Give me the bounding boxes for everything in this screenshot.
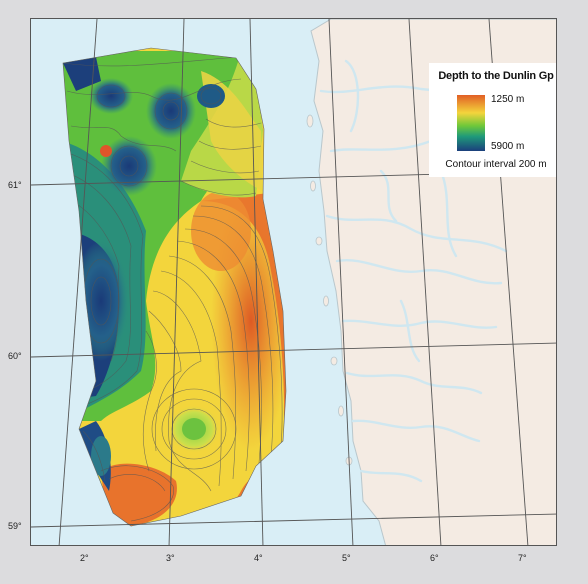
lon-label-4: 4° (254, 553, 263, 563)
map-canvas (31, 19, 556, 545)
lon-label-2: 2° (80, 553, 89, 563)
lon-label-6: 6° (430, 553, 439, 563)
islands (306, 114, 353, 466)
legend-min-label: 1250 m (491, 94, 525, 105)
legend-title: Depth to the Dunlin Gp (438, 70, 554, 82)
lon-label-3: 3° (166, 553, 175, 563)
legend-max-label: 5900 m (491, 141, 525, 152)
survey-outline (62, 47, 287, 527)
map-frame: Depth to the Dunlin Gp 1250 m 5900 m Con… (30, 18, 557, 546)
legend-color-bar (457, 95, 485, 151)
lon-label-7: 7° (518, 553, 527, 563)
legend: Depth to the Dunlin Gp 1250 m 5900 m Con… (429, 63, 556, 177)
lat-label-61: 61° (8, 180, 22, 190)
lon-label-5: 5° (342, 553, 351, 563)
lat-label-59: 59° (8, 521, 22, 531)
legend-contour-note: Contour interval 200 m (445, 159, 547, 170)
lat-label-60: 60° (8, 351, 22, 361)
